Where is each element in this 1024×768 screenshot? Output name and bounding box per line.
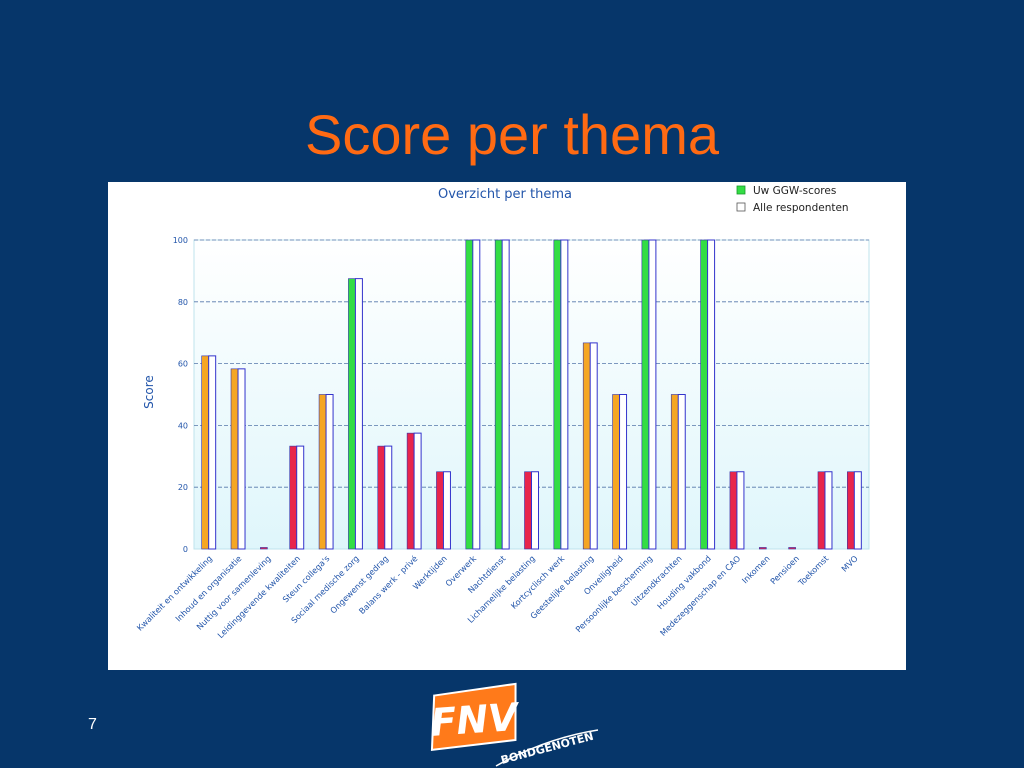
legend: Uw GGW-scores Alle respondenten <box>736 185 849 214</box>
x-tick-label-12: Kortcyclisch werk <box>509 553 567 611</box>
bar-ggw-12 <box>553 239 562 550</box>
y-tick-label-3: 60 <box>178 360 188 369</box>
bar-all-16 <box>677 394 686 550</box>
bar-all-18 <box>736 471 745 550</box>
bar-ggw-6 <box>377 445 386 550</box>
y-tick-labels: 0 20 40 60 80 100 <box>173 236 188 554</box>
bar-all-22 <box>853 471 862 550</box>
slide-title: Score per thema <box>305 103 719 166</box>
chart-panel: Overzicht per thema Score 0 20 40 60 80 100 K… <box>108 182 906 670</box>
bar-ggw-11 <box>524 471 532 550</box>
bar-ggw-0 <box>201 355 209 550</box>
x-tick-label-17: Houding vakbond <box>655 553 713 611</box>
bar-ggw-9 <box>465 239 474 550</box>
bar-all-17 <box>707 239 716 550</box>
bar-all-21 <box>824 471 833 550</box>
bar-ggw-4 <box>318 394 327 550</box>
bar-all-5 <box>354 278 363 550</box>
bar-all-6 <box>384 445 393 550</box>
bar-all-9 <box>472 239 481 550</box>
bar-all-12 <box>560 239 569 550</box>
bar-ggw-10 <box>494 239 503 550</box>
x-tick-label-22: MVO <box>839 553 859 573</box>
bar-all-1 <box>237 368 246 550</box>
bar-ggw-17 <box>700 239 708 550</box>
y-tick-label-4: 80 <box>178 298 188 307</box>
bar-ggw-2 <box>260 547 268 550</box>
bar-ggw-5 <box>348 278 356 550</box>
bar-chart: Overzicht per thema Score 0 20 40 60 80 100 K… <box>135 185 870 640</box>
bar-all-11 <box>531 471 539 550</box>
chart-title: Overzicht per thema <box>438 187 572 202</box>
legend-label-ggw: Uw GGW-scores <box>753 185 836 197</box>
bar-all-8 <box>442 471 451 550</box>
bar-ggw-3 <box>289 445 298 550</box>
bar-ggw-14 <box>612 394 620 550</box>
y-tick-label-5: 100 <box>173 236 188 245</box>
bar-all-10 <box>501 239 510 550</box>
bar-ggw-13 <box>582 342 591 550</box>
bar-ggw-18 <box>729 471 738 550</box>
x-tick-label-21: Toekomst <box>795 553 831 589</box>
bar-all-15 <box>648 239 657 550</box>
y-axis-label: Score <box>142 375 156 409</box>
bar-ggw-19 <box>758 547 767 550</box>
x-tick-label-19: Inkomen <box>740 553 772 585</box>
y-tick-label-1: 20 <box>178 483 188 492</box>
legend-swatch-all <box>736 202 746 212</box>
page-number: 7 <box>88 716 97 733</box>
bar-ggw-7 <box>406 432 415 550</box>
bar-all-7 <box>413 432 422 550</box>
bar-ggw-16 <box>670 394 679 550</box>
bar-ggw-15 <box>641 239 650 550</box>
logo-text: FNV <box>429 695 522 745</box>
y-tick-label-0: 0 <box>183 545 188 554</box>
bars <box>201 239 862 550</box>
bar-all-13 <box>589 342 598 550</box>
legend-swatch-ggw <box>736 185 746 195</box>
bar-ggw-1 <box>230 368 239 550</box>
fnv-logo: FNV BONDGENOTEN <box>429 682 599 767</box>
bar-ggw-20 <box>788 547 796 550</box>
bar-ggw-8 <box>436 471 444 550</box>
bar-ggw-22 <box>847 471 855 550</box>
x-tick-label-16: Uitzendkrachten <box>629 553 684 608</box>
legend-label-all: Alle respondenten <box>753 202 849 214</box>
bar-all-0 <box>208 355 217 550</box>
bar-all-3 <box>296 445 305 550</box>
bar-ggw-21 <box>817 471 826 550</box>
y-tick-label-2: 40 <box>178 421 188 430</box>
bar-all-4 <box>325 394 334 550</box>
bar-all-14 <box>619 394 628 550</box>
